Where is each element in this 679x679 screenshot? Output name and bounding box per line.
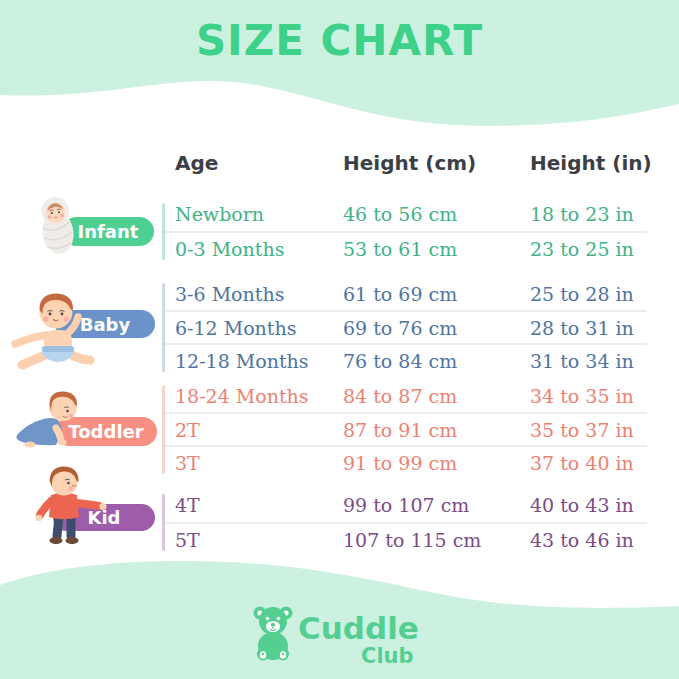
- column-header-height-cm: Height (cm): [343, 151, 476, 175]
- table-row: 3-6 Months 61 to 69 cm 25 to 28 in: [165, 278, 647, 310]
- teddy-bear-icon: [250, 604, 296, 662]
- standing-kid-illustration: [26, 465, 116, 550]
- height-in-cell: 37 to 40 in: [530, 452, 647, 474]
- table-row: 3T 91 to 99 cm 37 to 40 in: [165, 445, 647, 479]
- brand-name: Cuddle: [298, 610, 419, 646]
- table-row: 5T 107 to 115 cm 43 to 46 in: [165, 522, 647, 557]
- age-cell: 0-3 Months: [165, 238, 343, 260]
- age-cell: Newborn: [165, 203, 343, 225]
- height-cm-cell: 61 to 69 cm: [343, 283, 530, 305]
- table-row: 18-24 Months 84 to 87 cm 34 to 35 in: [165, 380, 647, 412]
- table-row: Newborn 46 to 56 cm 18 to 23 in: [165, 198, 647, 231]
- height-in-cell: 35 to 37 in: [530, 419, 647, 441]
- height-cm-cell: 46 to 56 cm: [343, 203, 530, 225]
- height-in-cell: 31 to 34 in: [530, 350, 647, 372]
- age-cell: 6-12 Months: [165, 317, 343, 339]
- height-in-cell: 28 to 31 in: [530, 317, 647, 339]
- table-group-kid: 4T 99 to 107 cm 40 to 43 in 5T 107 to 11…: [165, 489, 647, 556]
- height-cm-cell: 91 to 99 cm: [343, 452, 530, 474]
- height-cm-cell: 84 to 87 cm: [343, 385, 530, 407]
- brand-suffix: Club: [361, 644, 414, 668]
- age-cell: 18-24 Months: [165, 385, 343, 407]
- table-group-toddler: 18-24 Months 84 to 87 cm 34 to 35 in 2T …: [165, 380, 647, 479]
- column-header-age: Age: [175, 151, 218, 175]
- height-cm-cell: 99 to 107 cm: [343, 494, 530, 516]
- table-group-infant: Newborn 46 to 56 cm 18 to 23 in 0-3 Mont…: [165, 198, 647, 265]
- age-cell: 4T: [165, 494, 343, 516]
- height-cm-cell: 107 to 115 cm: [343, 529, 530, 551]
- age-cell: 3T: [165, 452, 343, 474]
- height-in-cell: 34 to 35 in: [530, 385, 647, 407]
- height-in-cell: 40 to 43 in: [530, 494, 647, 516]
- height-cm-cell: 76 to 84 cm: [343, 350, 530, 372]
- height-cm-cell: 69 to 76 cm: [343, 317, 530, 339]
- table-row: 6-12 Months 69 to 76 cm 28 to 31 in: [165, 310, 647, 344]
- height-cm-cell: 87 to 91 cm: [343, 419, 530, 441]
- table-group-baby: 3-6 Months 61 to 69 cm 25 to 28 in 6-12 …: [165, 278, 647, 377]
- height-in-cell: 23 to 25 in: [530, 238, 647, 260]
- crawling-toddler-illustration: [8, 390, 108, 450]
- age-cell: 2T: [165, 419, 343, 441]
- table-row: 0-3 Months 53 to 61 cm 23 to 25 in: [165, 231, 647, 266]
- age-cell: 3-6 Months: [165, 283, 343, 305]
- page-title: SIZE CHART: [0, 16, 679, 65]
- size-chart-page: SIZE CHART Age Height (cm) Height (in) N…: [0, 0, 679, 679]
- pill-label: Infant: [78, 221, 139, 242]
- height-in-cell: 25 to 28 in: [530, 283, 647, 305]
- table-row: 2T 87 to 91 cm 35 to 37 in: [165, 412, 647, 446]
- column-header-height-in: Height (in): [530, 151, 652, 175]
- table-row: 4T 99 to 107 cm 40 to 43 in: [165, 489, 647, 522]
- swaddled-infant-illustration: [33, 192, 81, 258]
- age-cell: 5T: [165, 529, 343, 551]
- sitting-baby-illustration: [6, 288, 98, 372]
- age-cell: 12-18 Months: [165, 350, 343, 372]
- table-row: 12-18 Months 76 to 84 cm 31 to 34 in: [165, 343, 647, 377]
- height-in-cell: 18 to 23 in: [530, 203, 647, 225]
- height-in-cell: 43 to 46 in: [530, 529, 647, 551]
- height-cm-cell: 53 to 61 cm: [343, 238, 530, 260]
